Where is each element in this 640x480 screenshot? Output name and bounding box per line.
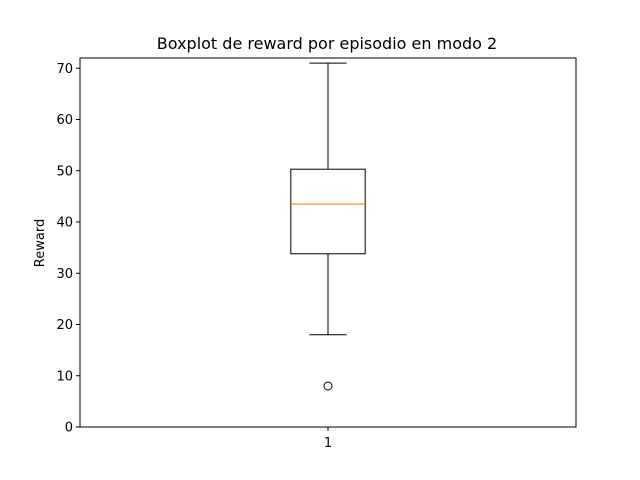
y-tick-label: 20 <box>56 318 73 333</box>
chart-title: Boxplot de reward por episodio en modo 2 <box>157 34 497 53</box>
plot-frame <box>79 57 577 428</box>
y-tick-label: 70 <box>56 62 73 77</box>
y-tick-label: 0 <box>65 421 73 436</box>
y-tick-label: 50 <box>56 164 73 179</box>
y-tick-label: 10 <box>56 369 73 384</box>
x-tick-label: 1 <box>324 436 332 451</box>
outlier-point <box>323 381 333 391</box>
y-axis-label: Reward <box>33 219 48 267</box>
y-tick-label: 60 <box>56 113 73 128</box>
plot-area: 0 10 20 30 40 50 60 70 1 <box>56 57 577 451</box>
iqr-box <box>290 168 366 255</box>
y-tick-label: 30 <box>56 267 73 282</box>
y-tick-label: 40 <box>56 216 73 231</box>
